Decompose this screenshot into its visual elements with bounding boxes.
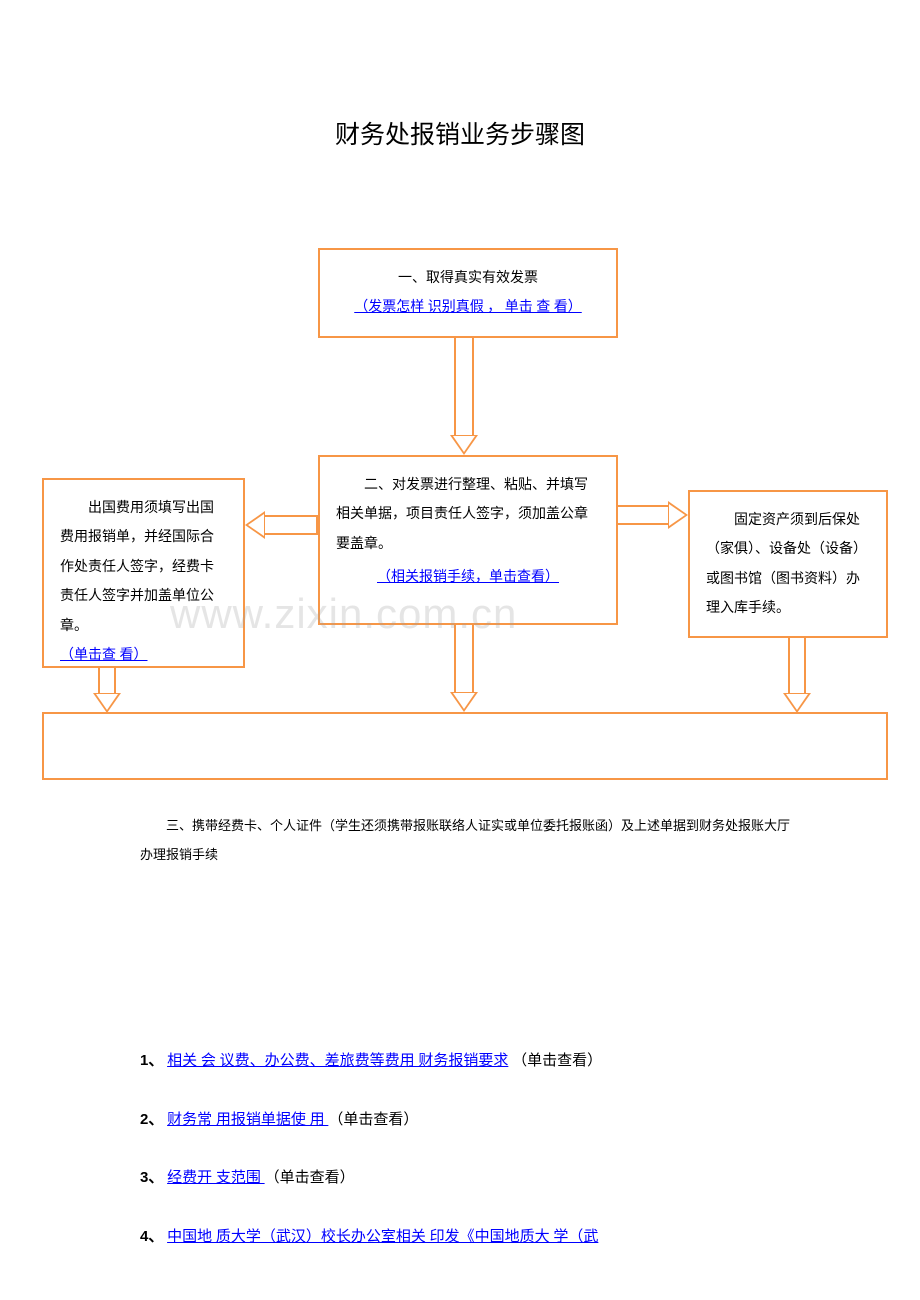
list-link-4[interactable]: 中国地 质大学（武汉）校长办公室相关 印发《中国地质大 学（武 [167,1229,598,1245]
node-left-text: 出国费用须填写出国费用报销单，并经国际合作处责任人签字，经费卡责任人签字并加盖单… [60,494,227,641]
list-item-3: 3、 经费开 支范围 （单击查看） [140,1167,800,1190]
list-note-1: （单击查看） [512,1053,602,1069]
list-num-1: 1、 [140,1052,163,1069]
node2-link[interactable]: （相关报销手续，单击查看） [377,570,559,585]
flow-node-2: 二、对发票进行整理、粘贴、并填写相关单据，项目责任人签字，须加盖公章要盖章。 （… [318,455,618,625]
list-item-4: 4、 中国地 质大学（武汉）校长办公室相关 印发《中国地质大 学（武 [140,1226,800,1249]
flow-node-right: 固定资产须到后保处（家俱）、设备处（设备）或图书馆（图书资料）办理入库手续。 [688,490,888,638]
node1-text: 一、取得真实有效发票 [336,264,600,293]
list-note-3: （单击查看） [265,1170,355,1186]
list-item-2: 2、 财务常 用报销单据使 用 （单击查看） [140,1109,800,1132]
node1-link[interactable]: （发票怎样 识别真假 ， 单击 查 看） [354,300,582,315]
page-title: 财务处报销业务步骤图 [0,115,920,151]
list-link-1[interactable]: 相关 会 议费、办公费、差旅费等费用 财务报销要求 [167,1053,508,1069]
node-right-text: 固定资产须到后保处（家俱）、设备处（设备）或图书馆（图书资料）办理入库手续。 [706,506,870,624]
bottom-list: 1、 相关 会 议费、办公费、差旅费等费用 财务报销要求 （单击查看） 2、 财… [140,1050,800,1284]
flow-node-3 [42,712,888,780]
list-note-2: （单击查看） [328,1112,418,1128]
list-item-1: 1、 相关 会 议费、办公费、差旅费等费用 财务报销要求 （单击查看） [140,1050,800,1073]
list-link-2[interactable]: 财务常 用报销单据使 用 [167,1112,328,1128]
node2-text: 二、对发票进行整理、粘贴、并填写相关单据，项目责任人签字，须加盖公章要盖章。 [336,471,600,559]
flow-node-1: 一、取得真实有效发票 （发票怎样 识别真假 ， 单击 查 看） [318,248,618,338]
node-left-link[interactable]: （单击查 看） [60,648,148,663]
list-num-3: 3、 [140,1169,163,1186]
list-num-2: 2、 [140,1111,163,1128]
step3-text: 三、携带经费卡、个人证件（学生还须携带报账联络人证实或单位委托报账函）及上述单据… [140,812,800,869]
list-link-3[interactable]: 经费开 支范围 [167,1170,265,1186]
list-num-4: 4、 [140,1228,163,1245]
flow-node-left: 出国费用须填写出国费用报销单，并经国际合作处责任人签字，经费卡责任人签字并加盖单… [42,478,245,668]
